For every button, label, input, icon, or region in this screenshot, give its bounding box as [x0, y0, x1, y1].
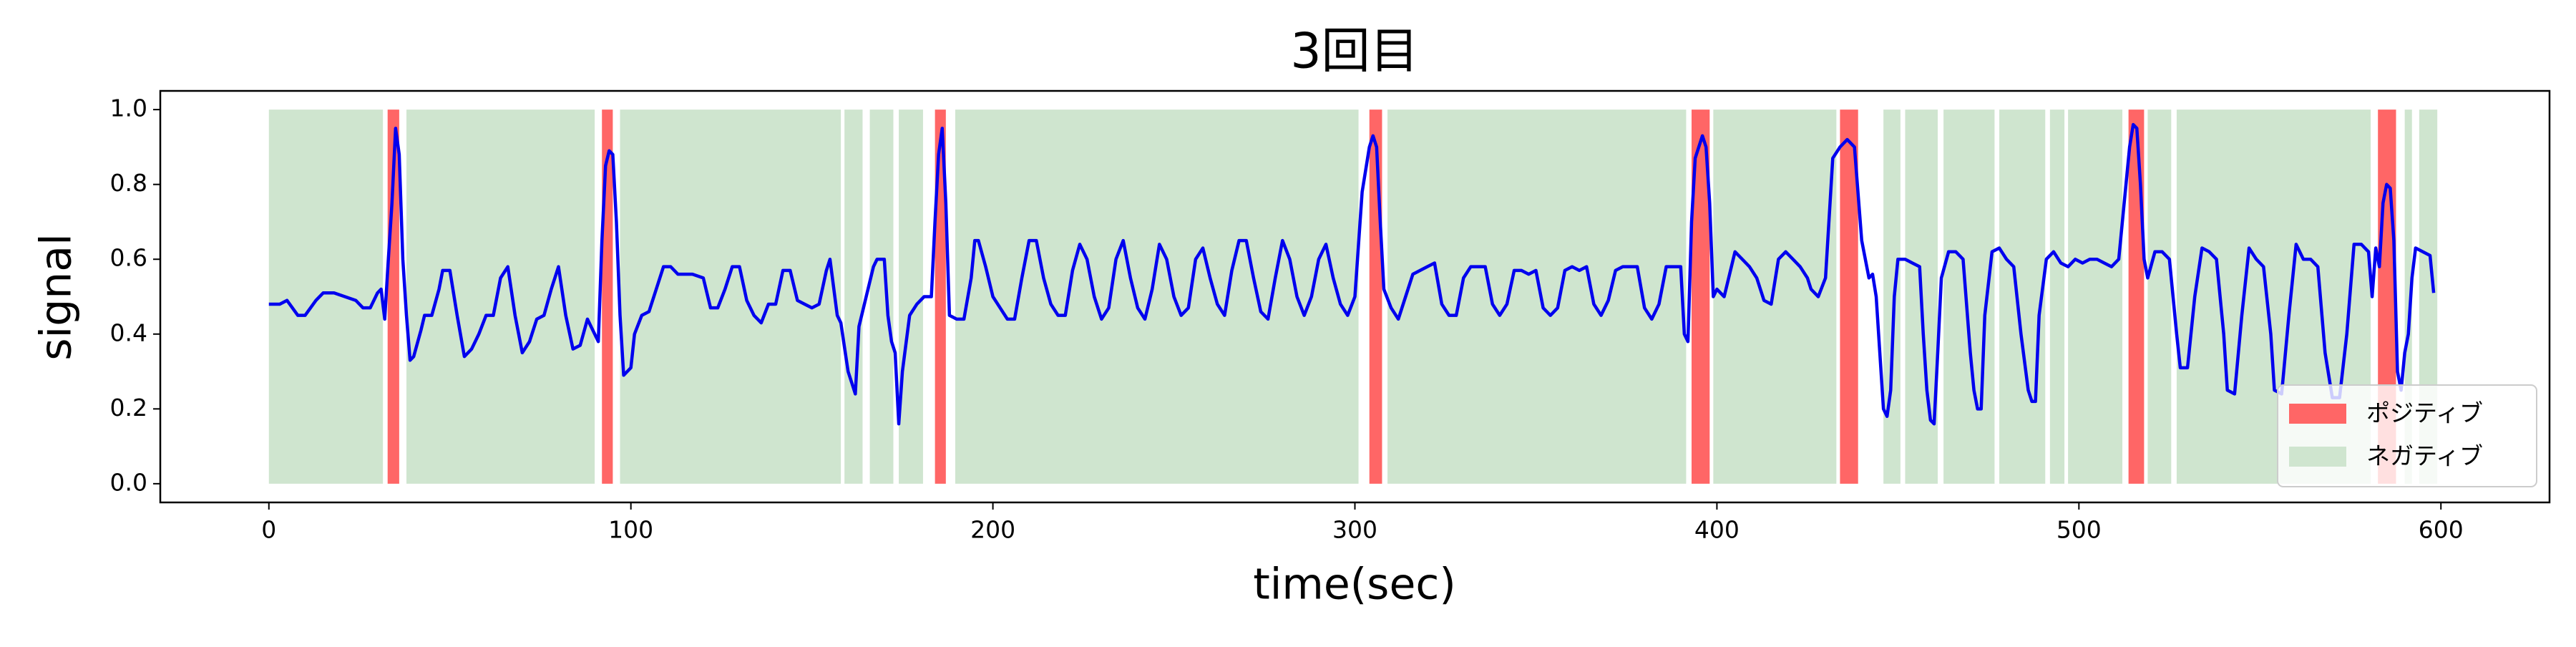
- legend-swatch: [2289, 447, 2346, 467]
- span: [406, 110, 595, 484]
- y-tick-label: 1.0: [110, 94, 147, 122]
- span: [2068, 110, 2123, 484]
- span: [844, 110, 863, 484]
- y-tick-label: 0.4: [110, 318, 147, 346]
- y-tick-label: 0.6: [110, 244, 147, 272]
- y-tick-label: 0.2: [110, 394, 147, 422]
- legend-label: ポジティブ: [2366, 399, 2483, 427]
- x-tick-label: 100: [608, 516, 653, 544]
- signal-line: [268, 122, 2436, 426]
- legend-swatch: [2289, 404, 2346, 424]
- x-tick-label: 400: [1694, 516, 1740, 544]
- y-axis-label: signal: [31, 233, 82, 360]
- x-tick-label: 500: [2057, 516, 2102, 544]
- span: [620, 110, 841, 484]
- span: [955, 110, 1359, 484]
- span: [935, 110, 946, 484]
- span: [1999, 110, 2046, 484]
- chart-title: 3回目: [1290, 24, 1418, 80]
- span: [1387, 110, 1687, 484]
- span: [2404, 110, 2412, 484]
- span: [2147, 110, 2172, 484]
- y-tick-label: 0.8: [110, 169, 147, 197]
- span: [602, 110, 613, 484]
- span: [869, 110, 894, 484]
- x-tick-label: 200: [970, 516, 1015, 544]
- legend-label: ネガティブ: [2366, 442, 2483, 470]
- span: [1369, 110, 1382, 484]
- span: [899, 110, 923, 484]
- x-tick-label: 600: [2419, 516, 2464, 544]
- span: [1713, 110, 1837, 484]
- span: [2128, 110, 2145, 484]
- span: [2049, 110, 2065, 484]
- x-axis-label: time(sec): [1253, 560, 1456, 610]
- y-tick-label: 0.0: [110, 468, 147, 496]
- span: [268, 110, 384, 484]
- x-tick-label: 0: [261, 516, 276, 544]
- span: [1883, 110, 1901, 484]
- x-tick-label: 300: [1332, 516, 1377, 544]
